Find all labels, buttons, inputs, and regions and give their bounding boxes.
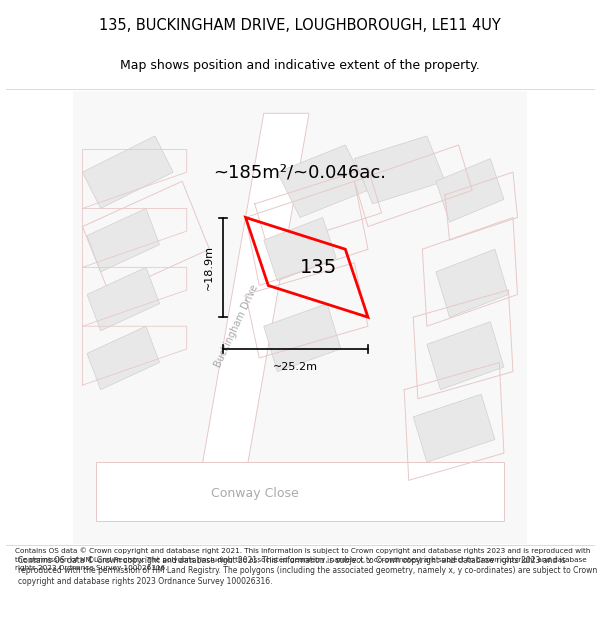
Text: Buckingham Drive: Buckingham Drive: [213, 283, 260, 369]
Polygon shape: [82, 136, 173, 209]
Polygon shape: [413, 394, 495, 462]
Polygon shape: [87, 326, 160, 390]
Polygon shape: [87, 209, 160, 272]
Polygon shape: [200, 113, 309, 476]
Polygon shape: [277, 145, 368, 217]
Polygon shape: [87, 268, 160, 331]
Text: Map shows position and indicative extent of the property.: Map shows position and indicative extent…: [120, 59, 480, 72]
Text: 135, BUCKINGHAM DRIVE, LOUGHBOROUGH, LE11 4UY: 135, BUCKINGHAM DRIVE, LOUGHBOROUGH, LE1…: [99, 18, 501, 33]
Text: ~18.9m: ~18.9m: [204, 245, 214, 290]
Text: 135: 135: [299, 258, 337, 277]
Text: Contains OS data © Crown copyright and database right 2021. This information is : Contains OS data © Crown copyright and d…: [15, 548, 590, 571]
Polygon shape: [264, 217, 336, 281]
Text: ~185m²/~0.046ac.: ~185m²/~0.046ac.: [214, 163, 386, 181]
Polygon shape: [436, 249, 508, 317]
Polygon shape: [96, 462, 504, 521]
Text: Conway Close: Conway Close: [211, 488, 299, 501]
Polygon shape: [427, 322, 504, 390]
Polygon shape: [264, 304, 341, 371]
Polygon shape: [355, 136, 445, 204]
Polygon shape: [436, 159, 504, 222]
Text: Contains OS data © Crown copyright and database right 2021. This information is : Contains OS data © Crown copyright and d…: [18, 556, 597, 586]
Text: ~25.2m: ~25.2m: [273, 362, 318, 372]
